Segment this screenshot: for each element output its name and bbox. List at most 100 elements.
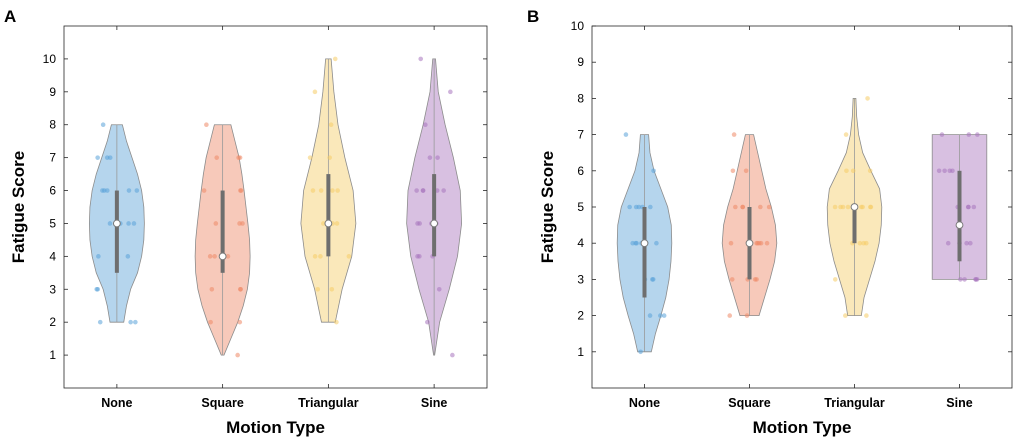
y-tick-label: 1 xyxy=(577,345,584,359)
data-point xyxy=(335,188,340,193)
data-point xyxy=(238,286,243,292)
panel-letter: B xyxy=(527,7,539,26)
data-point xyxy=(328,122,334,128)
panel-letter: A xyxy=(4,7,16,26)
median-marker xyxy=(955,221,964,230)
data-point xyxy=(201,188,207,193)
data-point xyxy=(423,122,428,128)
data-point xyxy=(754,240,759,246)
violin-none xyxy=(616,132,673,355)
x-category-label: None xyxy=(101,396,132,410)
data-point xyxy=(97,319,103,325)
data-point xyxy=(225,254,231,259)
data-point xyxy=(236,155,241,160)
data-point xyxy=(968,240,973,246)
data-point xyxy=(107,221,113,226)
data-point xyxy=(104,188,110,193)
data-point xyxy=(414,188,419,193)
data-point xyxy=(204,122,209,128)
x-category-label: None xyxy=(629,396,660,410)
median-marker xyxy=(850,203,859,211)
data-point xyxy=(448,89,453,95)
data-point xyxy=(958,277,963,282)
data-point xyxy=(131,221,137,226)
data-point xyxy=(125,254,131,259)
data-point xyxy=(95,155,100,160)
y-axis-title: Fatigue Score xyxy=(9,151,28,263)
data-point xyxy=(973,277,979,282)
y-tick-label: 10 xyxy=(571,19,585,33)
x-category-label: Triangular xyxy=(824,396,885,410)
data-point xyxy=(134,188,140,193)
y-tick-label: 4 xyxy=(577,236,584,250)
violin-none xyxy=(88,122,145,325)
y-axis-title: Fatigue Score xyxy=(538,151,557,263)
data-point xyxy=(867,168,873,174)
iqr-bar xyxy=(220,190,225,273)
median-marker xyxy=(640,239,649,248)
violin-square xyxy=(721,132,778,318)
y-tick-label: 9 xyxy=(577,55,584,69)
data-point xyxy=(651,168,656,174)
y-tick-label: 10 xyxy=(43,52,57,66)
iqr-bar xyxy=(326,174,331,257)
data-point xyxy=(133,319,138,325)
data-point xyxy=(832,277,838,282)
panel-B: B 1 2 3 4 5 6 7 8 9 10 None Square Triangular Sine Moti… xyxy=(527,7,1013,437)
data-point xyxy=(627,204,632,210)
y-tick-label: 5 xyxy=(577,200,584,214)
data-point xyxy=(329,286,335,292)
violin-triangular xyxy=(826,96,883,318)
data-point xyxy=(633,204,639,210)
median-marker xyxy=(745,239,754,248)
data-point xyxy=(939,132,945,137)
data-point xyxy=(214,155,220,160)
data-point xyxy=(633,240,638,246)
data-point xyxy=(312,89,318,95)
data-point xyxy=(238,188,243,193)
x-axis-title: Motion Type xyxy=(753,418,852,437)
y-tick-label: 9 xyxy=(49,85,56,99)
x-category-label: Sine xyxy=(946,396,972,410)
iqr-bar xyxy=(114,190,119,273)
violin-triangular xyxy=(300,56,357,325)
axes-box xyxy=(63,25,488,389)
data-point xyxy=(312,254,318,259)
data-point xyxy=(623,132,629,137)
data-point xyxy=(327,155,332,160)
data-point xyxy=(832,204,838,210)
data-point xyxy=(436,286,442,292)
data-point xyxy=(729,277,735,282)
data-point xyxy=(661,313,667,318)
data-point xyxy=(100,188,105,193)
data-point xyxy=(864,313,869,318)
median-marker xyxy=(112,219,121,228)
data-point xyxy=(330,188,335,193)
y-tick-label: 8 xyxy=(49,118,56,132)
data-point xyxy=(858,204,864,210)
data-point xyxy=(740,204,745,210)
data-point xyxy=(318,254,323,259)
y-tick-label: 2 xyxy=(577,309,584,323)
y-tick-label: 7 xyxy=(49,151,56,165)
x-axis-title: Motion Type xyxy=(226,418,325,437)
data-point xyxy=(321,221,326,226)
data-point xyxy=(733,204,738,210)
data-point xyxy=(450,352,455,358)
data-point xyxy=(744,313,750,318)
data-point xyxy=(654,240,659,246)
data-point xyxy=(650,277,655,282)
iqr-bar xyxy=(852,207,857,244)
data-point xyxy=(332,56,338,62)
data-point xyxy=(425,319,430,325)
data-point xyxy=(850,168,856,174)
data-point xyxy=(96,254,101,259)
y-tick-label: 6 xyxy=(577,164,584,178)
median-marker xyxy=(430,219,439,228)
data-point xyxy=(638,349,643,355)
data-point xyxy=(843,313,848,318)
data-point xyxy=(865,96,870,101)
data-point xyxy=(334,319,339,325)
data-point xyxy=(334,221,340,226)
y-tick-label: 5 xyxy=(49,216,56,230)
